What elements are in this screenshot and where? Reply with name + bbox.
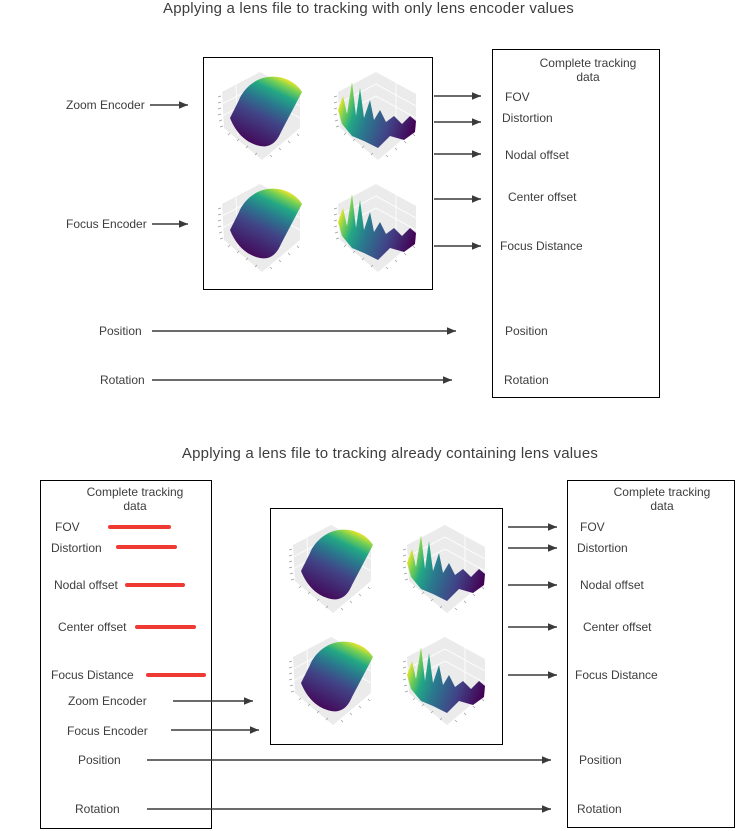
focus-encoder-label: Focus Encoder xyxy=(66,217,147,231)
lens-file-box-top xyxy=(203,57,433,290)
surface-plot-spiky xyxy=(326,66,426,166)
surface-plot-spiky xyxy=(395,631,495,731)
output-box-bottom xyxy=(567,480,735,828)
output-item-nodal-offset: Nodal offset xyxy=(580,578,644,592)
surface-plot-smooth xyxy=(210,66,310,166)
surface-plot-smooth xyxy=(281,519,381,619)
rotation-label: Rotation xyxy=(100,373,145,387)
lens-file-box-bottom xyxy=(270,508,503,745)
input-item-zoom-encoder: Zoom Encoder xyxy=(68,694,147,708)
output-item-focus-distance: Focus Distance xyxy=(500,239,583,253)
zoom-encoder-label: Zoom Encoder xyxy=(66,98,145,112)
output-item-distortion: Distortion xyxy=(502,111,553,125)
red-strike-line-center-offset xyxy=(135,625,196,629)
input-item-position: Position xyxy=(78,753,121,767)
red-strike-line-fov xyxy=(108,525,171,529)
surface-plot-spiky xyxy=(326,178,426,278)
output-item-fov: FOV xyxy=(505,90,530,104)
surface-plot-smooth xyxy=(210,178,310,278)
output-box-top xyxy=(492,49,660,398)
output-box-bottom-title: Complete tracking data xyxy=(613,485,711,513)
output-item-position: Position xyxy=(505,324,548,338)
diagram-title-bottom: Applying a lens file to tracking already… xyxy=(181,445,599,462)
output-item-rotation: Rotation xyxy=(504,373,549,387)
input-box-bottom xyxy=(40,480,212,829)
position-label: Position xyxy=(99,324,142,338)
input-item-fov: FOV xyxy=(55,520,80,534)
red-strike-line-distortion xyxy=(116,545,177,549)
input-item-focus-encoder: Focus Encoder xyxy=(67,724,148,738)
output-item-center-offset: Center offset xyxy=(583,620,652,634)
input-item-nodal-offset: Nodal offset xyxy=(54,578,118,592)
output-item-distortion: Distortion xyxy=(577,541,628,555)
red-strike-line-focus-distance xyxy=(146,673,206,677)
surface-plot-spiky xyxy=(395,519,495,619)
output-item-focus-distance: Focus Distance xyxy=(575,668,658,682)
output-item-fov: FOV xyxy=(580,520,605,534)
output-item-nodal-offset: Nodal offset xyxy=(505,148,569,162)
input-item-center-offset: Center offset xyxy=(58,620,127,634)
output-box-top-title: Complete tracking data xyxy=(539,56,637,84)
surface-plot-smooth xyxy=(281,631,381,731)
red-strike-line-nodal-offset xyxy=(125,583,185,587)
input-box-title: Complete tracking data xyxy=(86,485,184,513)
output-item-center-offset: Center offset xyxy=(508,190,577,204)
output-item-position: Position xyxy=(579,753,622,767)
input-item-rotation: Rotation xyxy=(75,802,120,816)
output-item-rotation: Rotation xyxy=(577,802,622,816)
input-item-focus-distance: Focus Distance xyxy=(51,668,134,682)
diagram-title-top: Applying a lens file to tracking with on… xyxy=(163,0,574,17)
input-item-distortion: Distortion xyxy=(51,541,102,555)
